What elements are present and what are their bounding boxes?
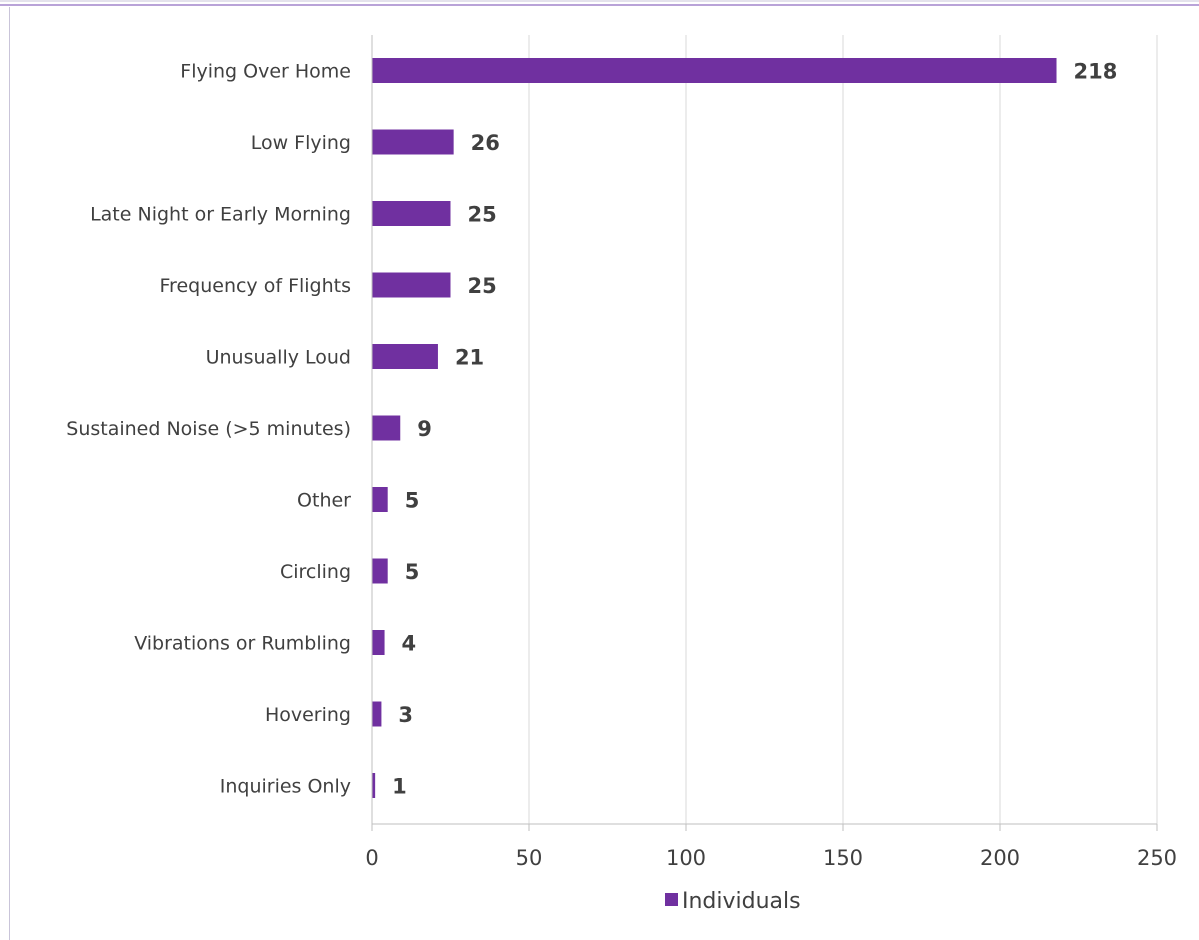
bar <box>372 415 401 441</box>
labels: Flying Over Home 218 Low Flying 26 Late Nigh… <box>66 60 1117 799</box>
category-label: Circling <box>280 561 351 583</box>
bar <box>372 272 451 298</box>
data-label: 218 <box>1074 60 1118 84</box>
data-label: 25 <box>468 274 497 298</box>
frame-top-border <box>0 0 1199 8</box>
data-label: 5 <box>405 489 420 513</box>
bar <box>372 630 385 655</box>
data-label: 4 <box>402 632 417 656</box>
category-label: Late Night or Early Morning <box>90 204 351 226</box>
bar <box>372 558 388 584</box>
x-tick-label: 100 <box>666 846 706 870</box>
x-tick-label: 200 <box>980 846 1020 870</box>
data-label: 9 <box>417 417 432 441</box>
bar <box>372 58 1057 83</box>
legend-swatch-individuals <box>665 893 678 906</box>
gridlines <box>528 35 1158 824</box>
x-axis: 0 50 100 150 200 250 <box>365 35 1177 870</box>
bar <box>372 129 454 155</box>
x-tick-label: 0 <box>365 846 378 870</box>
category-label: Unusually Loud <box>206 347 351 369</box>
data-label: 3 <box>398 703 413 727</box>
category-label: Vibrations or Rumbling <box>134 633 351 655</box>
category-label: Inquiries Only <box>220 776 351 798</box>
data-label: 26 <box>471 131 500 155</box>
bar <box>372 201 451 226</box>
category-label: Flying Over Home <box>180 61 351 83</box>
frame-left-border <box>9 7 10 940</box>
data-label: 1 <box>392 775 407 799</box>
category-label: Hovering <box>265 704 351 726</box>
bar <box>372 701 382 727</box>
x-tick-label: 150 <box>823 846 863 870</box>
bar <box>372 487 388 512</box>
x-tick-label: 250 <box>1137 846 1177 870</box>
bar <box>372 344 438 369</box>
bars <box>372 58 1057 798</box>
category-label: Other <box>297 490 351 512</box>
legend-label-individuals: Individuals <box>682 889 801 914</box>
data-label: 25 <box>468 203 497 227</box>
legend: Individuals <box>665 889 801 914</box>
bar <box>372 773 376 798</box>
data-label: 21 <box>455 346 484 370</box>
category-label: Sustained Noise (>5 minutes) <box>66 418 351 440</box>
data-label: 5 <box>405 560 420 584</box>
x-tick-label: 50 <box>516 846 543 870</box>
category-label: Frequency of Flights <box>160 275 351 297</box>
category-label: Low Flying <box>251 132 351 154</box>
